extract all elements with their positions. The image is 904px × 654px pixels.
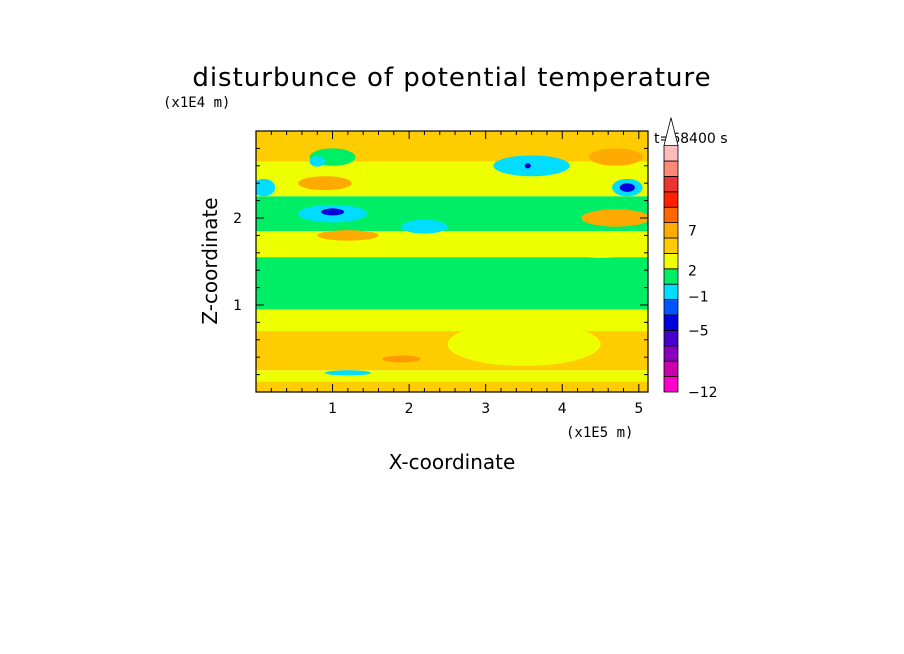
colorbar-swatch-0 — [663, 376, 679, 393]
contour-band-1 — [256, 370, 648, 382]
contour-feature-12 — [401, 219, 448, 234]
y-axis-label: Z-coordinate — [198, 197, 222, 324]
contour-feature-14 — [577, 247, 624, 259]
colorbar-labels: −12−5−127 — [688, 223, 718, 401]
plot-frame — [255, 130, 649, 393]
colorbar-swatch-15 — [663, 145, 679, 162]
contour-band-3 — [256, 309, 648, 332]
contour-feature-17 — [324, 370, 371, 376]
colorbar-extend-arrow — [663, 117, 679, 146]
plot-area — [256, 131, 648, 392]
colorbar-swatch-7 — [663, 268, 679, 285]
x-axis-label: X-coordinate — [389, 450, 516, 474]
contour-feature-13 — [317, 230, 379, 241]
colorbar-swatch-3 — [663, 329, 679, 347]
contour-feature-0 — [298, 176, 352, 191]
contour-feature-6 — [493, 155, 570, 177]
contour-band-4 — [256, 257, 648, 310]
y-tick-labels: 12 — [233, 211, 242, 314]
colorbar-swatch-12 — [663, 191, 679, 208]
x-tick-label-2: 2 — [405, 401, 414, 417]
colorbar-label--12: −12 — [688, 385, 718, 401]
colorbar-label--1: −1 — [688, 290, 709, 306]
colorbar — [663, 117, 679, 393]
x-tick-label-5: 5 — [634, 401, 643, 417]
colorbar-swatch-9 — [663, 237, 679, 254]
contour-feature-9 — [619, 183, 635, 192]
y-unit-label: (x1E4 m) — [163, 95, 230, 111]
contour-band-0 — [256, 381, 648, 392]
contour-feature-10 — [581, 209, 648, 227]
contour-feature-15 — [447, 322, 601, 366]
contour-feature-16 — [382, 355, 421, 363]
contour-feature-1 — [256, 178, 276, 197]
colorbar-label--5: −5 — [688, 323, 709, 339]
x-tick-label-1: 1 — [328, 401, 337, 417]
y-tick-label-2: 2 — [233, 211, 242, 227]
x-tick-label-3: 3 — [481, 401, 490, 417]
contour-feature-7 — [524, 163, 531, 169]
colorbar-label-2: 2 — [688, 263, 697, 279]
colorbar-swatch-6 — [663, 283, 679, 301]
colorbar-swatch-11 — [663, 206, 679, 223]
colorbar-swatch-13 — [663, 175, 679, 193]
colorbar-swatch-10 — [663, 222, 679, 239]
x-tick-labels: 1 2 3 4 5 — [328, 401, 643, 417]
x-unit-label: (x1E5 m) — [566, 425, 633, 441]
x-tick-label-4: 4 — [558, 401, 567, 417]
contour-feature-5 — [309, 156, 325, 167]
colorbar-swatch-14 — [663, 160, 679, 177]
axis-ticks — [256, 131, 648, 392]
chart-title: disturbunce of potential temperature — [192, 63, 711, 93]
contour-feature-11 — [589, 148, 643, 166]
y-tick-label-1: 1 — [233, 298, 242, 314]
colorbar-swatch-2 — [663, 345, 679, 362]
colorbar-swatch-4 — [663, 314, 679, 331]
colorbar-swatch-1 — [663, 360, 679, 378]
colorbar-swatch-8 — [663, 252, 679, 270]
colorbar-swatch-5 — [663, 299, 679, 316]
colorbar-label-7: 7 — [688, 223, 697, 239]
contour-feature-3 — [321, 208, 345, 216]
